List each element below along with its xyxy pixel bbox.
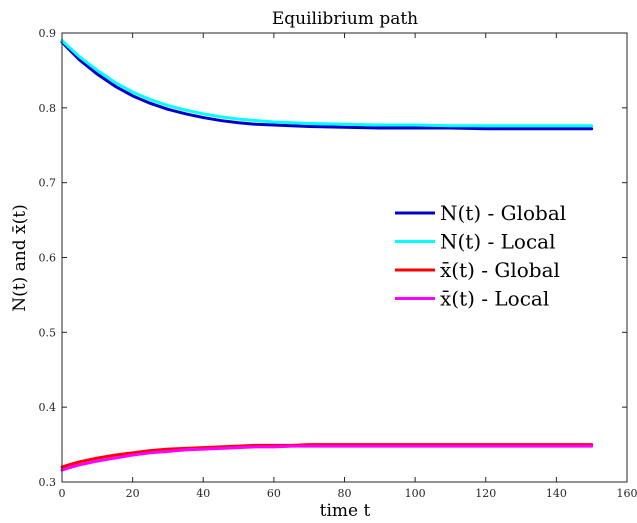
series-layer xyxy=(60,38,594,472)
axis-ticks: 0 20 40 60 80 100 120 140 160 0.3 0.4 0.5 0.6 0.7 0.8 0… xyxy=(39,27,637,500)
x-tick-label: 60 xyxy=(267,487,281,500)
series-line-4 xyxy=(60,444,594,472)
y-tick-label: 0.7 xyxy=(39,177,57,190)
x-tick-label: 40 xyxy=(196,487,210,500)
legend-label-1: N(t) - Global xyxy=(440,201,566,225)
series-line-2 xyxy=(60,38,594,128)
plot-area xyxy=(62,33,627,482)
legend: N(t) - Global N(t) - Local x̄(t) - Global x… xyxy=(395,201,566,311)
y-tick-label: 0.4 xyxy=(39,401,57,414)
y-tick-label: 0.3 xyxy=(39,476,57,489)
x-tick-label: 140 xyxy=(546,487,567,500)
y-tick-label: 0.5 xyxy=(39,326,57,339)
x-axis-label: time t xyxy=(320,501,371,521)
y-tick-label: 0.8 xyxy=(39,102,57,115)
legend-label-4: x̄(t) - Local xyxy=(440,287,549,311)
y-axis-label: N(t) and x̄(t) xyxy=(10,204,30,311)
x-tick-label: 100 xyxy=(405,487,426,500)
y-tick-label: 0.6 xyxy=(39,252,57,265)
x-tick-label: 80 xyxy=(338,487,352,500)
y-tick-label: 0.9 xyxy=(39,27,57,40)
x-tick-label: 160 xyxy=(617,487,637,500)
x-tick-label: 0 xyxy=(59,487,66,500)
legend-label-3: x̄(t) - Global xyxy=(440,258,560,282)
series-line-1 xyxy=(60,40,594,131)
chart-title: Equilibrium path xyxy=(272,9,418,29)
x-tick-label: 20 xyxy=(126,487,140,500)
x-tick-label: 120 xyxy=(475,487,496,500)
legend-label-2: N(t) - Local xyxy=(440,230,555,254)
